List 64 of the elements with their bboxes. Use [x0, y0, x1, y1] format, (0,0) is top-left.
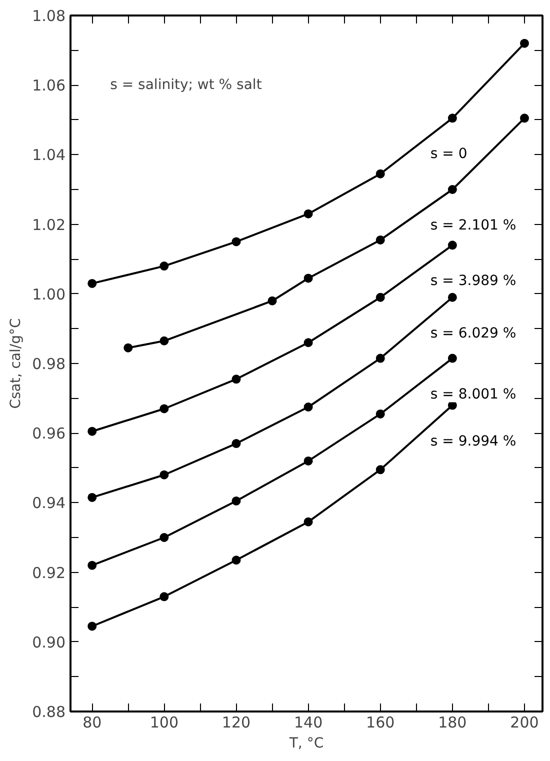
- point: [232, 374, 241, 384]
- point: [376, 465, 385, 474]
- point: [304, 402, 313, 412]
- y-tick-label: 0.94: [32, 494, 66, 512]
- point: [520, 38, 529, 48]
- point: [232, 556, 241, 565]
- series-label: s = 0: [430, 146, 468, 162]
- legend-label: s = 8.001 %: [430, 386, 516, 402]
- x-tick-label: 200: [510, 714, 539, 732]
- point: [88, 278, 97, 288]
- x-tick-label: 100: [150, 714, 179, 732]
- x-tick-label: 120: [222, 714, 251, 732]
- x-tick-label: 140: [294, 714, 323, 732]
- x-tick-label: 180: [438, 714, 467, 732]
- point: [232, 496, 241, 506]
- point: [304, 338, 313, 348]
- point: [376, 235, 385, 244]
- point: [448, 354, 457, 363]
- point: [304, 274, 313, 283]
- y-tick-label: 0.98: [32, 355, 66, 373]
- point: [160, 533, 169, 542]
- point: [448, 114, 457, 123]
- point: [88, 560, 97, 570]
- y-tick-label: 0.92: [32, 564, 66, 582]
- y-tick-label: 1.04: [32, 146, 66, 164]
- point: [304, 456, 313, 466]
- point: [448, 240, 457, 250]
- point: [232, 237, 241, 246]
- point: [376, 409, 385, 418]
- legend-label: s = 6.029 %: [430, 325, 516, 342]
- x-tick-label: 160: [366, 714, 395, 732]
- point: [232, 439, 241, 448]
- point: [304, 209, 313, 218]
- point: [124, 343, 133, 352]
- y-tick-label: 1.00: [32, 285, 66, 304]
- legend-label: s = 2.101 %: [430, 218, 516, 234]
- point: [88, 622, 97, 631]
- point: [376, 354, 385, 363]
- point: [160, 592, 169, 602]
- point: [160, 262, 169, 271]
- point: [304, 517, 313, 526]
- y-tick-label: 0.96: [32, 424, 66, 443]
- point: [160, 404, 169, 414]
- y-tick-label: 1.06: [32, 76, 66, 95]
- y-tick-label: 1.02: [32, 216, 66, 234]
- y-tick-label: 1.08: [32, 7, 66, 25]
- point: [160, 470, 169, 480]
- series-label: s = 3.989 %: [430, 273, 516, 290]
- legend-label: s = 9.994 %: [430, 433, 516, 450]
- point: [376, 292, 385, 302]
- point: [520, 114, 529, 123]
- point: [448, 292, 457, 302]
- point: [268, 296, 277, 306]
- y-tick-label: 0.88: [32, 703, 66, 721]
- point: [376, 169, 385, 178]
- x-axis-title: T, °C: [288, 736, 324, 752]
- annotation: s = salinity; wt % salt: [110, 77, 262, 94]
- point: [88, 426, 97, 436]
- y-axis-title: Csat, cal/g°C: [8, 318, 24, 409]
- x-tick-label: 80: [82, 714, 102, 732]
- point: [160, 336, 169, 346]
- point: [448, 185, 457, 194]
- y-tick-label: 0.90: [32, 633, 66, 652]
- point: [88, 492, 97, 502]
